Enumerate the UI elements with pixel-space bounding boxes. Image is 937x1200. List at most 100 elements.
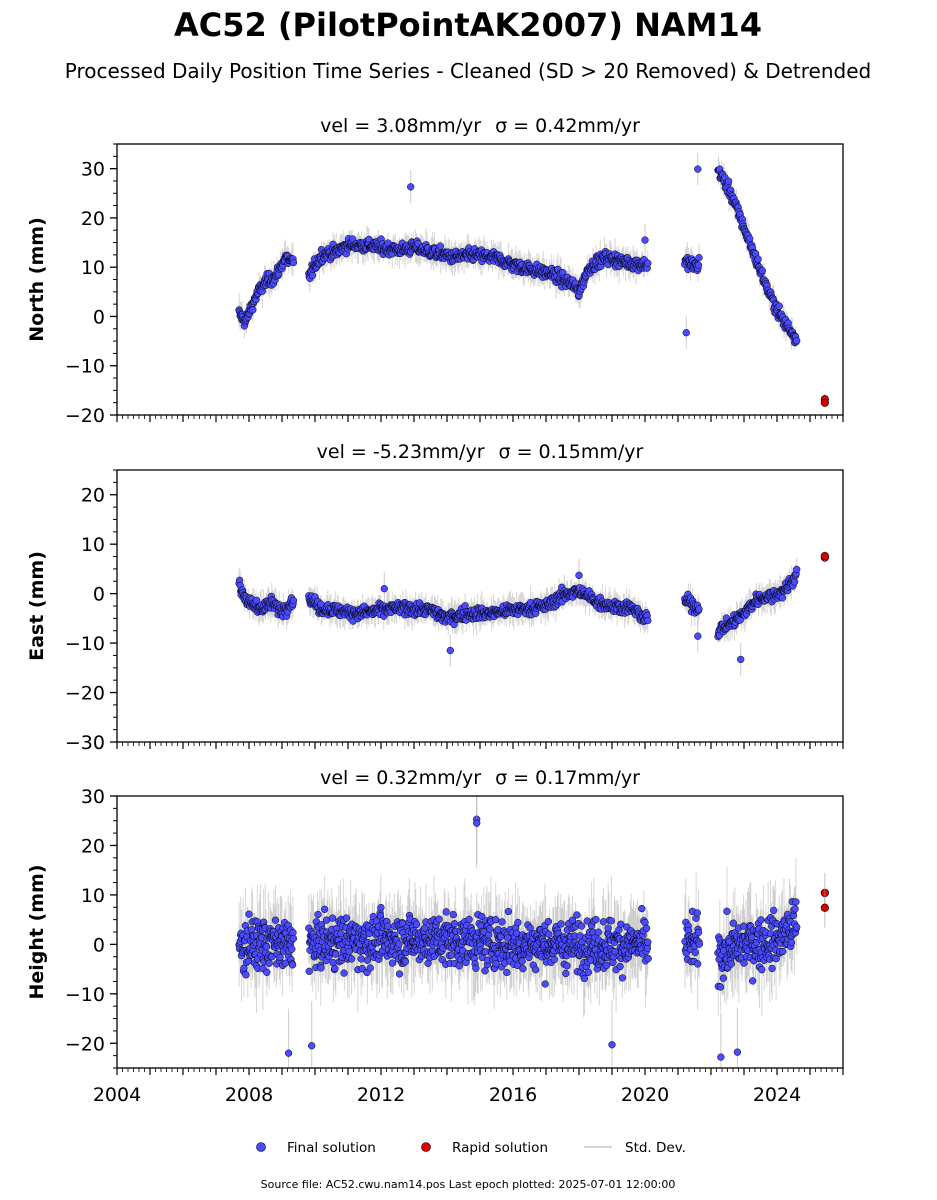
final-point [694, 928, 703, 937]
final-points-north [235, 165, 801, 347]
final-point [642, 924, 651, 933]
final-point [739, 922, 748, 930]
final-point [342, 914, 351, 922]
final-point [604, 924, 612, 932]
final-point [358, 964, 366, 973]
final-point [729, 919, 737, 927]
final-point [568, 916, 577, 924]
final-point [377, 903, 385, 912]
final-point-outlier [407, 183, 415, 191]
final-point [618, 974, 627, 982]
final-point [644, 938, 652, 946]
final-point [308, 271, 317, 280]
final-point [644, 616, 652, 625]
final-point [584, 968, 593, 976]
final-point [447, 951, 456, 959]
final-point [695, 940, 703, 948]
y-axis-east: −30 −20 −10 0 10 20 [65, 469, 117, 754]
y-tick-label: −10 [65, 356, 105, 378]
y-tick-label: −20 [65, 683, 105, 705]
y-tick-label: 30 [81, 159, 105, 181]
final-point [611, 947, 619, 956]
y-tick-label: 0 [93, 306, 105, 328]
axes-frame-north [116, 143, 844, 416]
final-point [436, 242, 444, 250]
final-point [492, 960, 500, 968]
final-point [557, 920, 565, 928]
final-point [768, 964, 776, 973]
final-point [320, 905, 329, 913]
panel-vel: vel = -5.23mm/yr [317, 441, 485, 463]
final-point [395, 940, 403, 948]
final-point [492, 916, 500, 924]
final-point [450, 920, 459, 928]
final-point-outlier [737, 655, 745, 664]
final-point [532, 966, 540, 974]
final-point [644, 259, 652, 267]
final-point [790, 578, 799, 586]
x-axis-east [116, 742, 844, 749]
panel-vel: vel = 3.08mm/yr [320, 115, 481, 137]
final-point [486, 925, 494, 933]
panel-sigma: σ = 0.42mm/yr [495, 115, 640, 137]
final-point [481, 967, 489, 975]
final-point [357, 955, 365, 963]
final-point-outlier [380, 585, 388, 593]
y-tick-label: 10 [81, 257, 105, 279]
y-axis-label-north: North (mm) [26, 217, 48, 342]
final-point [289, 934, 298, 943]
panel-title-east: vel = -5.23mm/yr σ = 0.15mm/yr [317, 441, 644, 463]
final-point [289, 596, 298, 605]
final-point [288, 945, 296, 953]
final-point [694, 960, 702, 968]
rapid-point [820, 551, 829, 561]
panel-north: −20 −10 0 10 20 30 vel = 3.08mm/yr σ = 0.42mm/y… [26, 115, 844, 427]
final-point [498, 918, 506, 926]
final-point [332, 950, 340, 958]
plot-area-north [235, 152, 829, 408]
final-point [412, 920, 421, 929]
plot-area-height [235, 796, 829, 1068]
final-point [550, 955, 558, 964]
final-point [504, 907, 513, 916]
final-point-outlier [694, 632, 702, 640]
final-point [252, 596, 261, 605]
final-point [754, 255, 762, 263]
y-tick-label: −10 [65, 633, 105, 655]
final-point [248, 926, 256, 934]
final-point [276, 953, 284, 961]
final-point [347, 955, 356, 963]
y-axis-north: −20 −10 0 10 20 30 [65, 143, 117, 427]
final-point [317, 964, 325, 972]
final-point [331, 964, 339, 973]
final-points-height [235, 897, 801, 991]
final-point [395, 970, 404, 978]
final-point [719, 974, 728, 982]
final-point [775, 302, 783, 310]
y-tick-label: 20 [81, 485, 105, 507]
stddev-bars-east [238, 557, 798, 644]
final-point [249, 306, 257, 314]
final-point [465, 915, 473, 924]
final-point-outlier [575, 571, 583, 579]
final-point [758, 266, 766, 275]
final-point [594, 928, 602, 936]
final-point [693, 909, 701, 917]
y-tick-label: 20 [81, 208, 105, 230]
final-point [723, 907, 731, 915]
final-point [749, 977, 757, 985]
final-point [288, 961, 297, 969]
final-point [289, 258, 298, 267]
final-point [340, 969, 348, 977]
final-point [746, 234, 754, 243]
final-point [695, 605, 703, 613]
final-point [617, 920, 625, 928]
final-point-outlier [446, 646, 454, 655]
final-point [383, 922, 392, 930]
final-point [265, 959, 273, 967]
final-point [599, 918, 608, 926]
panel-title-north: vel = 3.08mm/yr σ = 0.42mm/yr [320, 115, 640, 137]
final-point [691, 948, 699, 957]
